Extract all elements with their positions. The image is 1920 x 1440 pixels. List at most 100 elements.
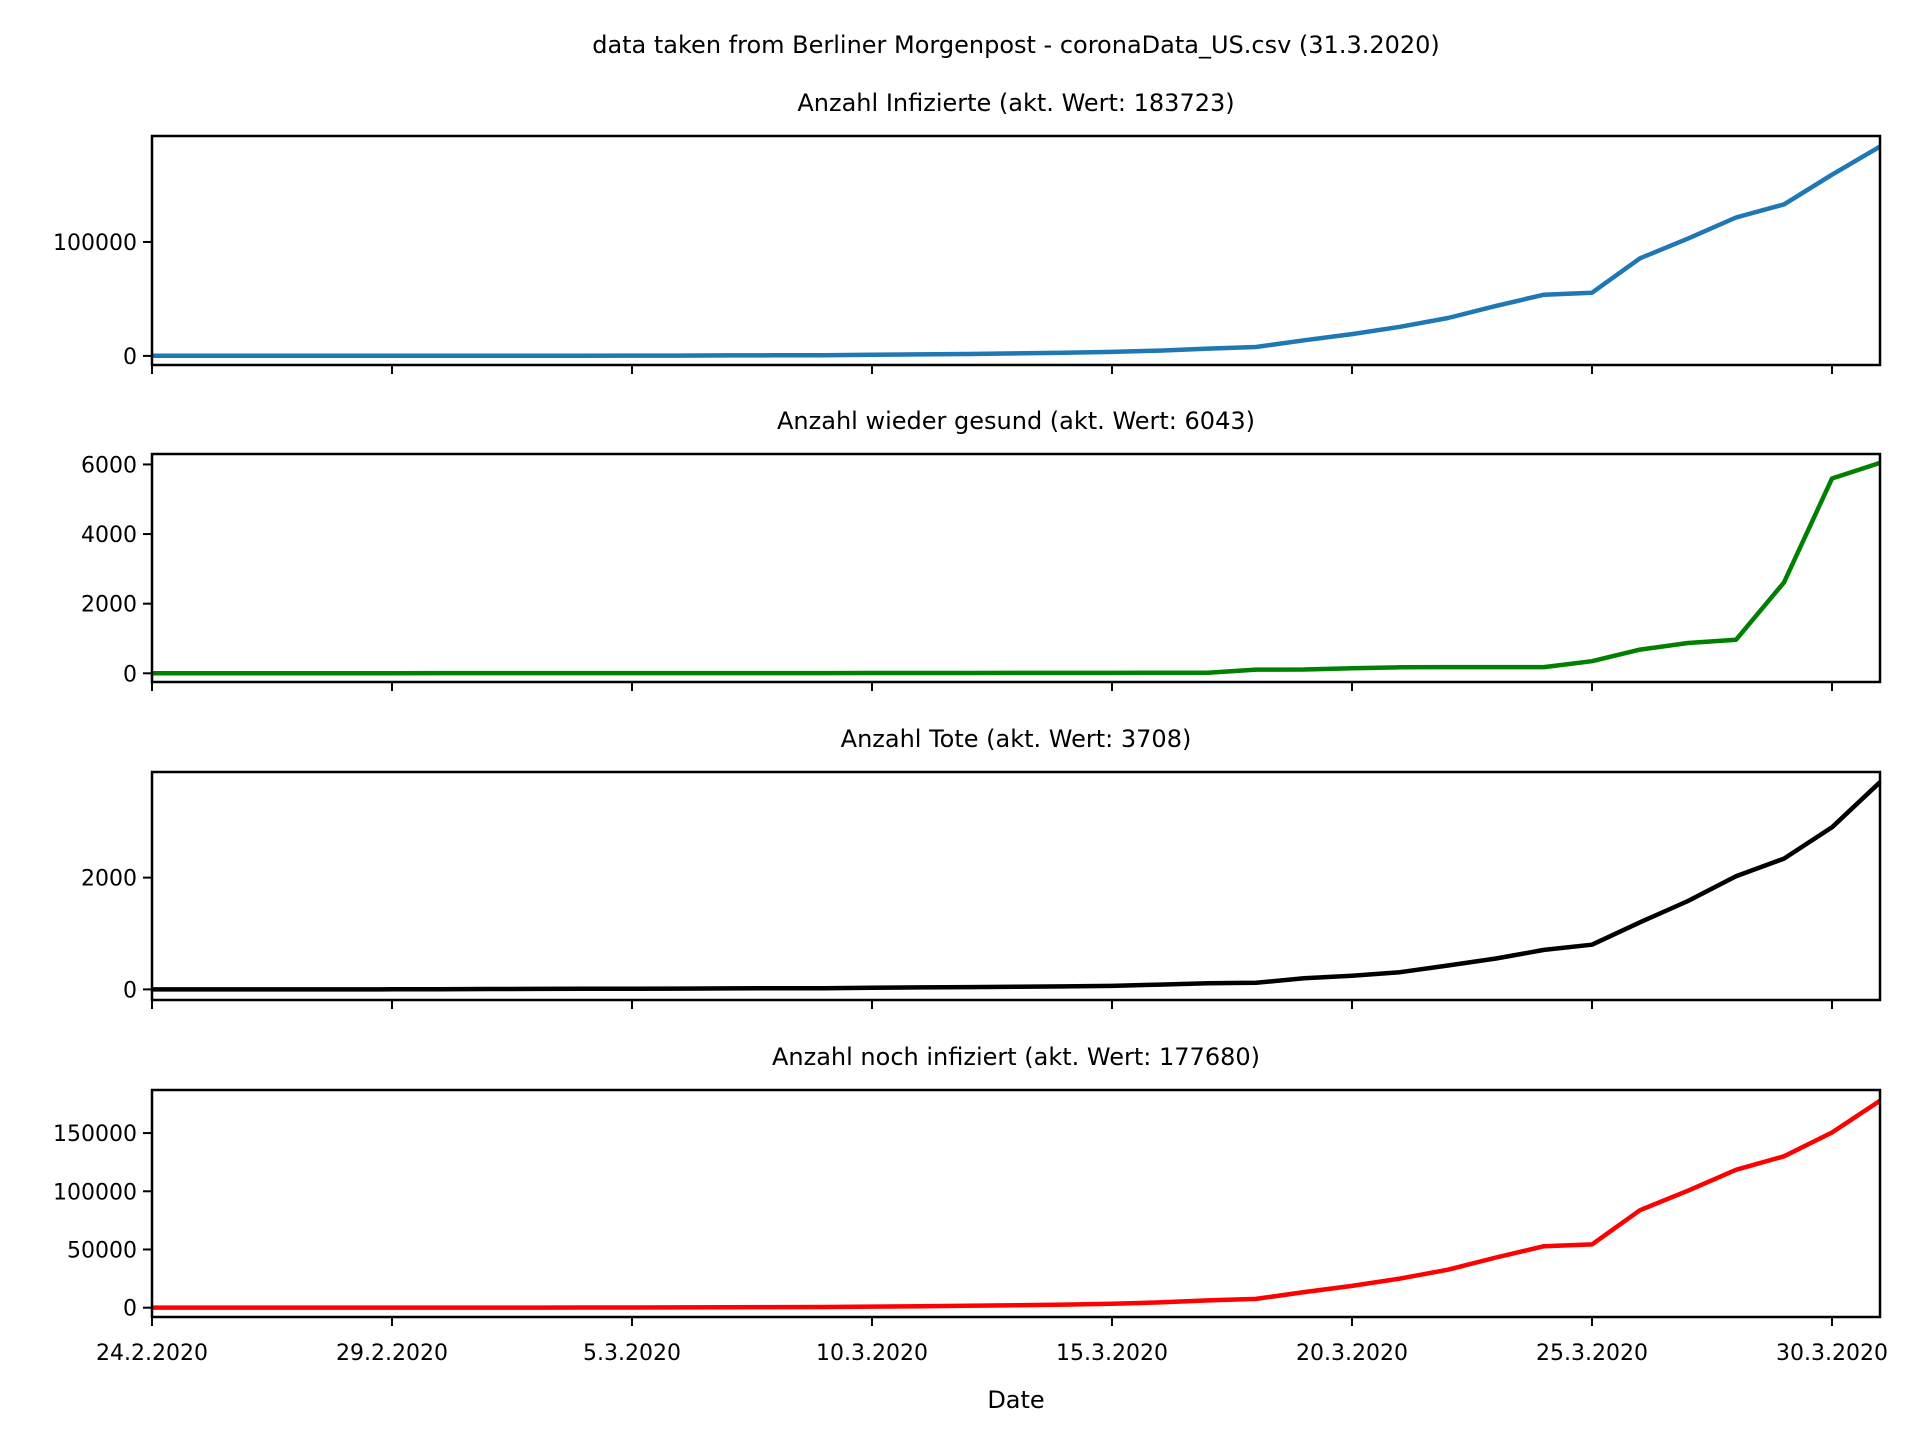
subplot-3: 0 2000 <box>81 770 1882 1009</box>
data-point <box>1590 942 1595 947</box>
y-tick-label: 0 <box>123 662 137 687</box>
data-point <box>1110 349 1115 354</box>
data-point <box>678 986 683 991</box>
x-tick-label: 15.3.2020 <box>1056 1341 1168 1366</box>
data-point <box>486 1305 491 1310</box>
data-point <box>774 986 779 991</box>
data-point <box>774 353 779 358</box>
subplots: 0 100000 0 2000 4000 6000 0 2000 0 50000 100000 150… <box>53 134 1888 1366</box>
data-point <box>918 352 923 357</box>
data-point <box>822 353 827 358</box>
panel-1-title: Anzahl Infizierte (akt. Wert: 183723) <box>797 89 1234 117</box>
x-tick-label: 24.2.2020 <box>96 1341 208 1366</box>
data-point <box>630 671 635 676</box>
data-point <box>1686 641 1691 646</box>
data-point <box>1590 1242 1595 1247</box>
y-tick-label: 0 <box>123 1297 137 1322</box>
data-point <box>246 671 251 676</box>
data-point <box>246 353 251 358</box>
data-point <box>534 671 539 676</box>
data-point <box>1158 348 1163 353</box>
data-point <box>294 1305 299 1310</box>
data-point <box>1302 667 1307 672</box>
data-point <box>294 353 299 358</box>
data-point <box>966 985 971 990</box>
data-point <box>1398 324 1403 329</box>
data-point <box>534 986 539 991</box>
data-point <box>582 1305 587 1310</box>
data-point <box>1638 256 1643 261</box>
data-point <box>342 1305 347 1310</box>
data-point <box>1830 1130 1835 1135</box>
data-point <box>534 1305 539 1310</box>
y-tick-label: 0 <box>123 345 137 370</box>
data-point <box>774 671 779 676</box>
y-tick-label: 0 <box>123 978 137 1003</box>
data-point <box>438 671 443 676</box>
data-point <box>1062 670 1067 675</box>
data-point <box>1062 1302 1067 1307</box>
data-point <box>246 987 251 992</box>
data-point <box>486 353 491 358</box>
series-line-2 <box>152 460 1881 676</box>
data-point <box>198 671 203 676</box>
data-point <box>726 1305 731 1310</box>
data-point <box>1254 1296 1259 1301</box>
data-point <box>870 985 875 990</box>
data-point <box>1302 1290 1307 1295</box>
data-point <box>342 987 347 992</box>
x-tick-label: 5.3.2020 <box>583 1341 681 1366</box>
data-point <box>1686 899 1691 904</box>
data-point <box>1062 350 1067 355</box>
data-point <box>1014 1303 1019 1308</box>
y-tick-label: 50000 <box>67 1238 137 1263</box>
data-point <box>1110 1301 1115 1306</box>
data-point <box>198 1305 203 1310</box>
data-point <box>1206 1298 1211 1303</box>
data-point <box>1158 982 1163 987</box>
data-point <box>630 986 635 991</box>
data-point <box>1206 981 1211 986</box>
data-point <box>966 352 971 357</box>
data-point <box>822 986 827 991</box>
data-point <box>198 353 203 358</box>
data-point <box>1638 1208 1643 1213</box>
data-point <box>678 1305 683 1310</box>
data-point <box>726 986 731 991</box>
axes-frame <box>150 134 1882 367</box>
data-point <box>1398 1276 1403 1281</box>
data-point <box>390 671 395 676</box>
data-point <box>726 671 731 676</box>
data-point <box>1446 665 1451 670</box>
subplot-1: 0 100000 <box>53 134 1882 374</box>
data-point <box>1782 202 1787 207</box>
data-point <box>1494 1255 1499 1260</box>
data-point <box>1686 236 1691 241</box>
data-point <box>1350 666 1355 671</box>
data-point <box>630 1305 635 1310</box>
data-point <box>342 671 347 676</box>
data-point <box>1062 984 1067 989</box>
data-point <box>1782 580 1787 585</box>
data-point <box>438 987 443 992</box>
data-point <box>726 353 731 358</box>
data-point <box>1014 670 1019 675</box>
data-point <box>390 353 395 358</box>
data-point <box>1350 332 1355 337</box>
data-point <box>1542 665 1547 670</box>
data-point <box>966 671 971 676</box>
data-point <box>1494 956 1499 961</box>
data-point <box>198 987 203 992</box>
data-point <box>1350 973 1355 978</box>
data-point <box>1638 920 1643 925</box>
data-point <box>1734 874 1739 879</box>
data-point <box>630 353 635 358</box>
data-point <box>1254 667 1259 672</box>
data-point <box>1542 292 1547 297</box>
data-point <box>918 671 923 676</box>
panel-4-title: Anzahl noch infiziert (akt. Wert: 177680… <box>772 1043 1260 1071</box>
data-point <box>246 1305 251 1310</box>
data-point <box>1446 1267 1451 1272</box>
data-point <box>1494 303 1499 308</box>
